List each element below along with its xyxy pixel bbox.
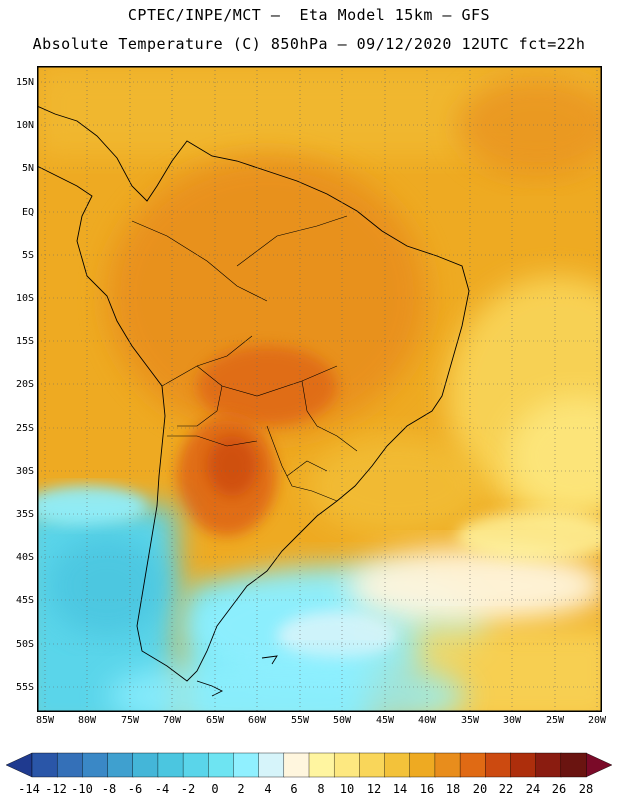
colorbar-label: -8 (101, 782, 117, 796)
colorbar-cell (82, 752, 109, 778)
colorbar-label: 10 (339, 782, 355, 796)
lon-label: 85W (35, 715, 55, 726)
lat-label: 50S (15, 639, 34, 650)
colorbar-cell (333, 752, 361, 778)
colorbar-cell (132, 752, 159, 778)
colorbar-cell (107, 752, 134, 778)
colorbar-cell (283, 752, 310, 778)
colorbar-cell (409, 752, 436, 778)
lon-label: 75W (120, 715, 140, 726)
lat-label: 10S (15, 293, 34, 304)
colorbar-cell (459, 752, 486, 778)
lon-label: 20W (587, 715, 607, 726)
colorbar-label: 26 (551, 782, 567, 796)
colorbar-label: -2 (180, 782, 196, 796)
lon-label: 25W (545, 715, 565, 726)
lon-label: 45W (375, 715, 395, 726)
colorbar-label: 18 (445, 782, 461, 796)
lat-label: 5S (21, 250, 34, 261)
temperature-map (37, 66, 602, 712)
colorbar-label: 6 (290, 782, 298, 796)
colorbar-label: 2 (237, 782, 245, 796)
country-borders (131, 215, 358, 502)
lon-label: 60W (247, 715, 267, 726)
colorbar-label: -12 (45, 782, 67, 796)
colorbar-cell (434, 752, 461, 778)
lat-label: 30S (15, 466, 34, 477)
colorbar-label: 4 (264, 782, 272, 796)
lat-label: 15N (15, 77, 34, 88)
colorbar-cell (308, 752, 335, 778)
colorbar-cell (510, 752, 537, 778)
colorbar-label: -4 (154, 782, 170, 796)
colorbar-low-arrow (6, 752, 33, 778)
lat-label: 25S (15, 423, 34, 434)
temperature-field (37, 66, 602, 712)
colorbar-label: 22 (498, 782, 514, 796)
lon-label: 65W (205, 715, 225, 726)
title-line-1: CPTEC/INPE/MCT – Eta Model 15km – GFS (127, 6, 491, 24)
colorbar-label: 16 (419, 782, 435, 796)
lat-label: 35S (15, 509, 34, 520)
colorbar-cell (535, 752, 562, 778)
colorbar-label: 8 (317, 782, 325, 796)
colorbar-label: 20 (472, 782, 488, 796)
colorbar-high-arrow (585, 752, 612, 778)
colorbar-label: 24 (525, 782, 541, 796)
lat-label: 45S (15, 595, 34, 606)
colorbar-label: -10 (71, 782, 93, 796)
coastline (37, 105, 470, 697)
lon-label: 70W (162, 715, 182, 726)
colorbar-cell (359, 752, 386, 778)
colorbar-cell (258, 752, 285, 778)
colorbar-label: 0 (211, 782, 219, 796)
lon-label: 35W (460, 715, 480, 726)
colorbar-label: 14 (392, 782, 408, 796)
colorbar-cell (31, 752, 58, 778)
lat-label: 10N (15, 120, 34, 131)
title-line-2: Absolute Temperature (C) 850hPa – 09/12/… (32, 35, 586, 53)
map-frame (37, 66, 602, 712)
colorbar (6, 752, 612, 778)
lon-label: 80W (77, 715, 97, 726)
colorbar-cell (208, 752, 235, 778)
colorbar-cell (384, 752, 411, 778)
lon-label: 30W (502, 715, 522, 726)
lon-label: 55W (290, 715, 310, 726)
lon-label: 40W (417, 715, 437, 726)
colorbar-label: 12 (366, 782, 382, 796)
lon-label: 50W (332, 715, 352, 726)
colorbar-label: -6 (127, 782, 143, 796)
colorbar-cell (560, 752, 587, 778)
colorbar-label: 28 (578, 782, 594, 796)
colorbar-cell (182, 752, 209, 778)
colorbar-label: -14 (18, 782, 40, 796)
lat-label: 40S (15, 552, 34, 563)
lat-label: 55S (15, 682, 34, 693)
lat-label: 20S (15, 379, 34, 390)
colorbar-cell (56, 752, 84, 778)
lat-label: 5N (21, 163, 34, 174)
lat-label: 15S (15, 336, 34, 347)
colorbar-cell (485, 752, 512, 778)
colorbar-cell (157, 752, 184, 778)
colorbar-cell (233, 752, 260, 778)
lat-label: EQ (21, 207, 34, 218)
